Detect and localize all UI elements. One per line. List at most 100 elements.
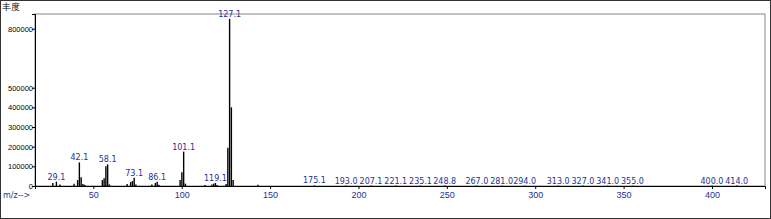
peak-label: 42.1 — [70, 153, 88, 162]
x-tick-label: 200 — [351, 190, 366, 200]
y-axis-line — [32, 15, 36, 187]
x-tick-label: 300 — [528, 190, 543, 200]
peak-label: 101.1 — [172, 143, 195, 152]
peak — [155, 183, 156, 186]
peak — [158, 185, 159, 186]
peak-label: 341.0 — [596, 177, 619, 186]
x-tick: 100 — [175, 186, 190, 200]
y-tick-label: 300000 — [8, 123, 33, 132]
peak-label: 313.0 — [547, 177, 570, 186]
peak — [232, 180, 233, 186]
peak — [84, 185, 85, 186]
x-tick: 50 — [89, 186, 99, 200]
peak-label: 355.0 — [621, 177, 644, 186]
y-tick-label: 200000 — [8, 143, 33, 152]
x-tick-mark — [182, 186, 183, 189]
peak — [103, 178, 104, 186]
peak-label: 267.0 — [465, 177, 488, 186]
x-tick-mark — [712, 186, 713, 189]
x-tick-mark — [624, 186, 625, 189]
peak-label: 127.1 — [218, 10, 241, 19]
peak — [133, 178, 134, 186]
peak-label: 248.8 — [433, 177, 456, 186]
y-tick: 800000 — [8, 25, 35, 34]
x-tick-mark — [447, 186, 448, 189]
peak — [109, 184, 110, 186]
peak-label: 175.1 — [303, 176, 326, 185]
peak — [231, 107, 232, 186]
peak — [82, 184, 83, 186]
x-tick: 400 — [705, 186, 720, 200]
peak — [229, 19, 230, 186]
annotations: 29.1 42.1 58.1 73.1 86.1 101.1 119.1 127.1 175.1… — [47, 10, 748, 186]
peak-label: 58.1 — [99, 155, 117, 164]
peak — [213, 184, 214, 186]
peak — [77, 180, 78, 186]
peak — [126, 184, 127, 186]
x-tick-mark — [93, 186, 94, 189]
y-tick-label: 500000 — [8, 84, 33, 93]
peaks — [53, 19, 737, 186]
x-axis-title: m/z--> — [3, 191, 30, 200]
peak — [105, 166, 106, 186]
plot-frame — [35, 14, 765, 186]
peak-label: 73.1 — [125, 169, 143, 178]
y-tick-label: 100000 — [8, 162, 33, 171]
peak — [215, 183, 216, 186]
peak-label: 207.1 — [360, 177, 383, 186]
y-tick: 100000 — [8, 162, 35, 171]
x-tick-label: 100 — [175, 190, 190, 200]
y-axis: 0 100000 200000 300000 400000 500000 800000 — [8, 15, 36, 191]
peak — [130, 182, 131, 186]
x-tick: 200 — [351, 186, 366, 200]
peak — [80, 177, 81, 186]
peak-label: 294.0 — [513, 177, 536, 186]
peak — [107, 164, 108, 186]
y-tick: 300000 — [8, 123, 35, 132]
peak-label: 414.0 — [725, 177, 748, 186]
peak-label: 119.1 — [204, 174, 227, 183]
peak-label: 193.0 — [335, 177, 358, 186]
y-tick: 500000 — [8, 84, 35, 93]
x-tick-label: 50 — [89, 190, 99, 200]
peak — [185, 184, 186, 186]
peak — [135, 184, 136, 186]
peak — [181, 172, 182, 186]
x-tick-mark — [270, 186, 271, 189]
x-tick: 300 — [528, 186, 543, 200]
peak — [132, 181, 133, 186]
y-tick-label: 800000 — [8, 25, 33, 34]
peak — [151, 184, 152, 186]
x-axis-line — [36, 187, 766, 190]
x-tick: 250 — [440, 186, 455, 200]
peak-label: 29.1 — [47, 173, 65, 182]
peak — [73, 184, 74, 186]
peak-label: 327.0 — [571, 177, 594, 186]
peak-label: 221.1 — [384, 177, 407, 186]
peak — [79, 162, 80, 186]
peak-label: 235.1 — [409, 177, 432, 186]
chart: 50 100 150 200 250 300 350 400 0 100000 200000 3000… — [0, 0, 771, 219]
peak — [102, 180, 103, 186]
peak — [257, 185, 258, 186]
peak — [204, 184, 205, 186]
title: 丰度 — [2, 2, 20, 12]
peak — [211, 184, 212, 186]
x-tick-mark — [358, 186, 359, 189]
y-tick-label: 0 — [29, 182, 33, 191]
y-tick: 400000 — [8, 103, 35, 112]
peak — [59, 184, 60, 186]
peak — [52, 183, 53, 186]
background — [1, 1, 771, 219]
y-tick: 200000 — [8, 143, 35, 152]
x-tick: 350 — [617, 186, 632, 200]
x-axis: 50 100 150 200 250 300 350 400 — [36, 186, 766, 200]
peak — [217, 184, 218, 186]
x-tick: 150 — [263, 186, 278, 200]
peak — [56, 182, 57, 186]
y-tick: 0 — [29, 182, 35, 191]
peak-label: 86.1 — [148, 173, 166, 182]
peak — [183, 152, 184, 186]
x-tick-label: 250 — [440, 190, 455, 200]
peak — [156, 182, 157, 186]
